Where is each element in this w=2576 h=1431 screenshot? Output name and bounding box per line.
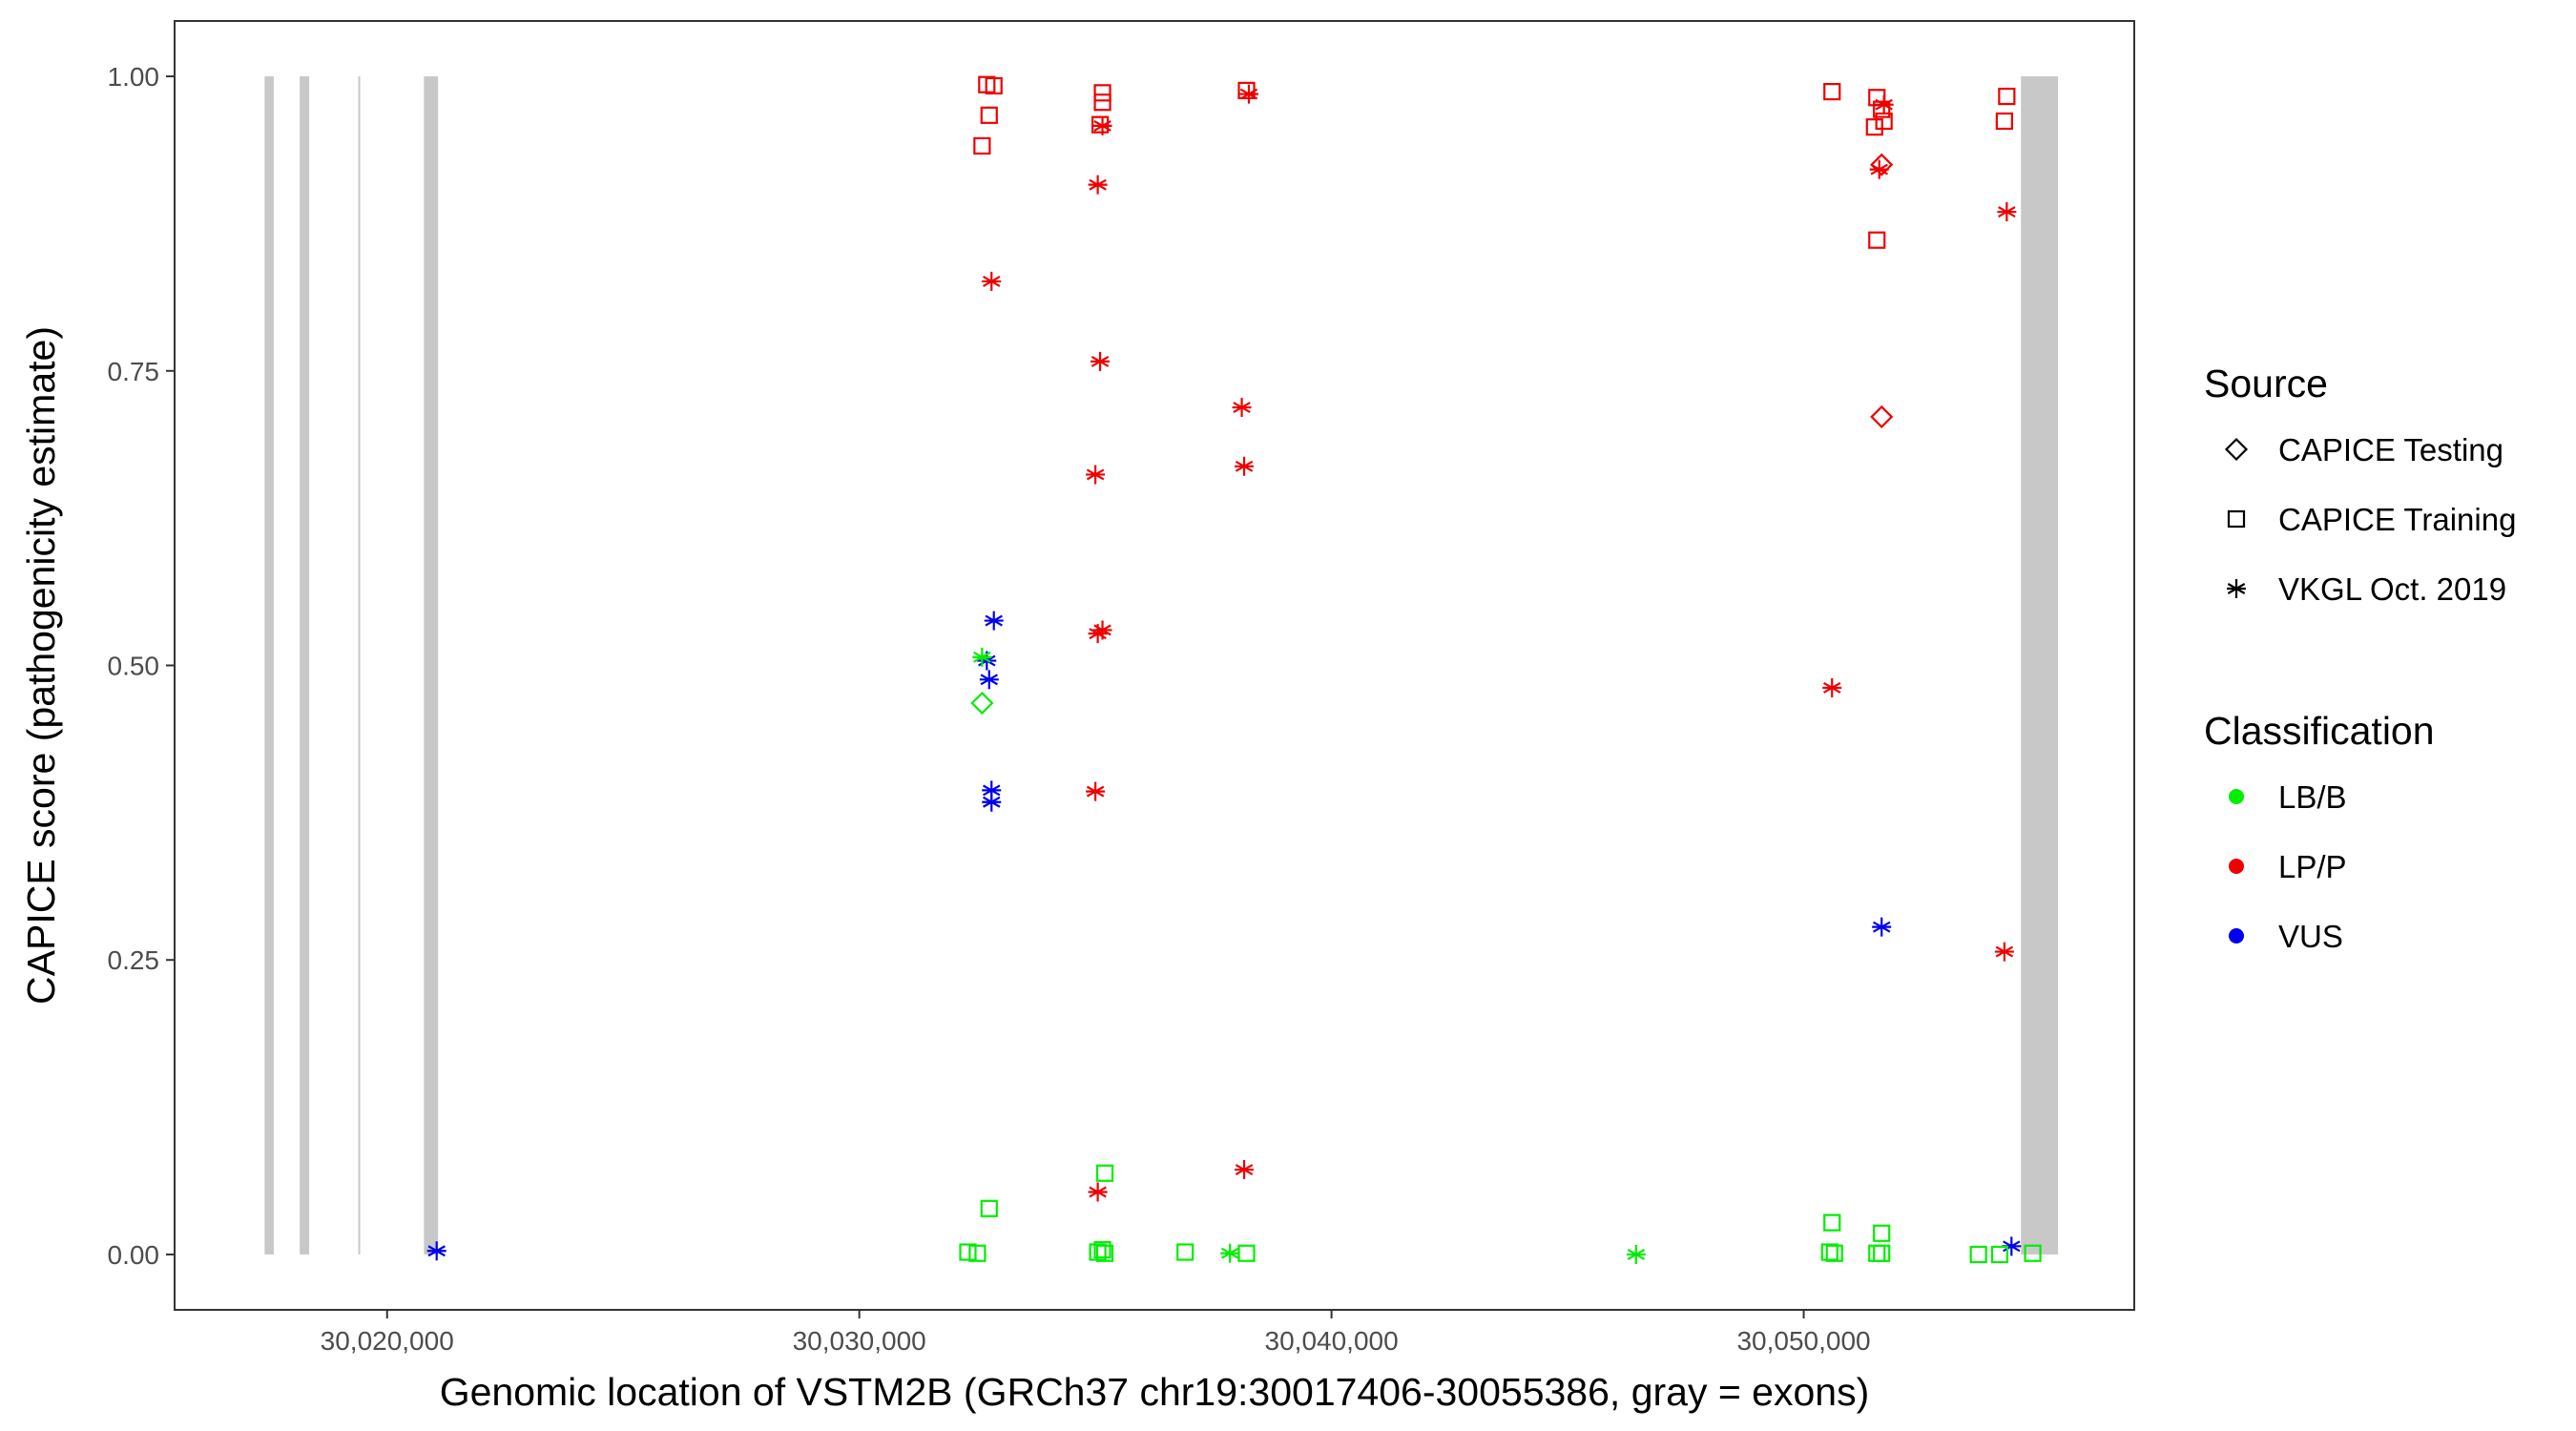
data-point (1235, 1160, 1255, 1180)
data-point (1220, 1243, 1240, 1263)
data-point (1873, 1224, 1891, 1242)
data-point (1990, 1245, 2009, 1264)
y-tick-label: 0.25 (108, 945, 160, 975)
data-point (980, 106, 998, 124)
data-point (1872, 917, 1892, 937)
data-point (1095, 1164, 1114, 1182)
legend-label-classification: VUS (2278, 919, 2343, 954)
x-axis-title: Genomic location of VSTM2B (GRCh37 chr19… (440, 1370, 1870, 1414)
points-layer (426, 75, 2042, 1264)
legend-key-classification (2229, 859, 2244, 874)
exons-layer (264, 76, 2059, 1255)
data-point (984, 611, 1004, 631)
y-tick-label: 0.50 (108, 652, 160, 681)
data-point (1086, 781, 1106, 801)
legend-classification: Classification LB/B LP/P VUS (2204, 709, 2435, 954)
data-point (426, 1241, 447, 1261)
data-point (1995, 112, 2013, 131)
data-point (1238, 84, 1258, 104)
data-point (1868, 231, 1886, 249)
data-point (1823, 1213, 1841, 1232)
data-point (973, 136, 991, 156)
data-point (982, 780, 1002, 800)
y-tick-label: 0.75 (108, 357, 160, 386)
data-point (1969, 1245, 1987, 1264)
legend-label-source: VKGL Oct. 2019 (2278, 571, 2506, 607)
data-point (1237, 1244, 1256, 1262)
data-point (1092, 115, 1112, 135)
data-point (1825, 1244, 1843, 1262)
data-point (1091, 351, 1111, 371)
data-point (1865, 118, 1883, 136)
data-point (979, 670, 999, 690)
exon-bar (300, 76, 310, 1255)
data-point (1998, 87, 2016, 106)
data-point (1088, 175, 1108, 195)
data-point (1232, 398, 1252, 418)
legend-source-title: Source (2204, 362, 2328, 405)
data-point (1875, 112, 1893, 131)
data-point (1874, 94, 1894, 114)
data-point (1873, 1244, 1891, 1262)
data-point (1626, 1244, 1646, 1264)
data-point (1091, 115, 1110, 134)
data-point (1820, 1243, 1839, 1261)
legend-label-source: CAPICE Testing (2278, 432, 2503, 467)
x-tick-label: 30,050,000 (1736, 1326, 1870, 1356)
data-point (1997, 202, 2017, 222)
y-tick-label: 1.00 (108, 62, 160, 92)
data-point (1093, 1240, 1111, 1259)
legend-source: Source CAPICE Testing CAPICE Training VKGL… (2204, 362, 2516, 607)
data-point (2002, 1236, 2022, 1256)
data-point (1095, 1244, 1114, 1262)
x-tick-label: 30,030,000 (793, 1326, 926, 1356)
data-point (1093, 93, 1111, 112)
x-tick-label: 30,040,000 (1265, 1326, 1399, 1356)
data-point (1822, 677, 1842, 697)
legend-key-source (2227, 579, 2246, 598)
data-point (980, 1199, 998, 1217)
data-point (1086, 465, 1106, 485)
exon-bar (358, 76, 361, 1255)
data-point (1870, 153, 1894, 176)
data-point (1092, 620, 1112, 640)
data-point (959, 1243, 977, 1261)
y-axis: 0.00 0.25 0.50 0.75 1.00 (108, 62, 175, 1270)
legend-key-classification (2229, 928, 2244, 944)
data-point (982, 271, 1002, 291)
data-point (2024, 1244, 2042, 1262)
data-point (1176, 1243, 1195, 1261)
data-point (968, 1244, 987, 1262)
x-tick-label: 30,020,000 (321, 1326, 454, 1356)
exon-bar (424, 76, 439, 1255)
legend-classification-title: Classification (2204, 709, 2435, 753)
data-point (970, 691, 994, 716)
data-point (1869, 159, 1889, 179)
data-point (1823, 82, 1841, 101)
legend-label-source: CAPICE Training (2278, 502, 2516, 537)
data-point (985, 76, 1003, 95)
exon-bar (2021, 76, 2059, 1255)
data-point (1873, 100, 1891, 118)
data-point (982, 792, 1002, 812)
legend-key-source (2224, 437, 2249, 462)
legend-label-classification: LP/P (2278, 849, 2347, 884)
data-point (1994, 942, 2014, 962)
exon-bar (264, 76, 274, 1255)
legend-key-classification (2229, 789, 2244, 804)
legend-label-classification: LB/B (2278, 779, 2347, 815)
legend-key-source (2227, 509, 2246, 529)
y-tick-label: 0.00 (108, 1240, 160, 1270)
data-point (1235, 456, 1255, 476)
data-point (1870, 404, 1894, 428)
y-axis-title: CAPICE score (pathogenicity estimate) (19, 326, 63, 1005)
data-point (1093, 84, 1111, 102)
x-axis: 30,020,000 30,030,000 30,040,000 30,050,000 (321, 1310, 1871, 1356)
data-point (1088, 1182, 1108, 1202)
data-point (972, 647, 992, 667)
